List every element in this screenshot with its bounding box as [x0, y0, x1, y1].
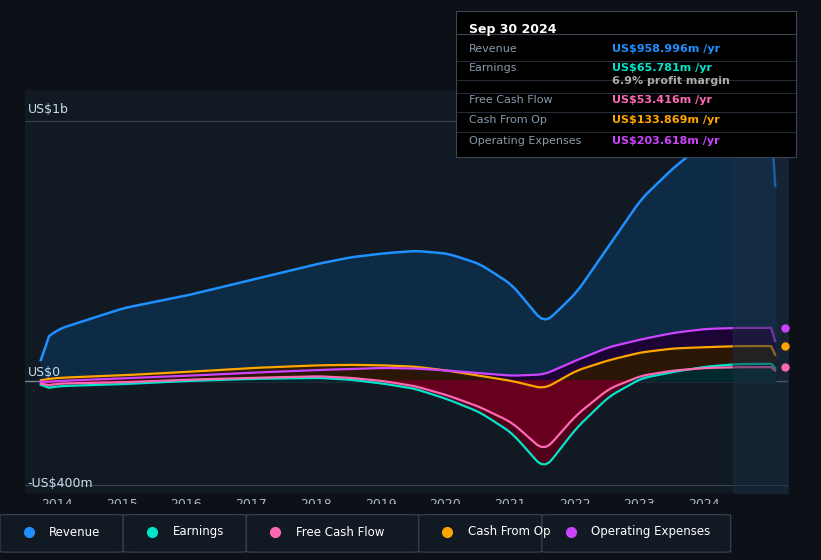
Text: Free Cash Flow: Free Cash Flow — [296, 525, 384, 539]
Text: Earnings: Earnings — [172, 525, 224, 539]
Text: Cash From Op: Cash From Op — [468, 525, 550, 539]
Text: 6.9% profit margin: 6.9% profit margin — [612, 76, 730, 86]
Text: US$133.869m /yr: US$133.869m /yr — [612, 115, 720, 125]
Text: Operating Expenses: Operating Expenses — [470, 136, 581, 146]
Text: US$0: US$0 — [28, 366, 61, 379]
Text: US$203.618m /yr: US$203.618m /yr — [612, 136, 720, 146]
Text: Revenue: Revenue — [49, 525, 101, 539]
Text: US$53.416m /yr: US$53.416m /yr — [612, 95, 713, 105]
Text: -US$400m: -US$400m — [28, 477, 94, 489]
Text: Sep 30 2024: Sep 30 2024 — [470, 23, 557, 36]
FancyBboxPatch shape — [0, 515, 123, 552]
Text: US$65.781m /yr: US$65.781m /yr — [612, 63, 713, 73]
FancyBboxPatch shape — [419, 515, 542, 552]
FancyBboxPatch shape — [246, 515, 419, 552]
Text: US$1b: US$1b — [28, 102, 69, 115]
FancyBboxPatch shape — [542, 515, 731, 552]
FancyBboxPatch shape — [123, 515, 246, 552]
Text: Operating Expenses: Operating Expenses — [591, 525, 710, 539]
Text: Earnings: Earnings — [470, 63, 518, 73]
Text: US$958.996m /yr: US$958.996m /yr — [612, 44, 721, 54]
Text: Revenue: Revenue — [470, 44, 518, 54]
Text: Free Cash Flow: Free Cash Flow — [470, 95, 553, 105]
Text: Cash From Op: Cash From Op — [470, 115, 547, 125]
